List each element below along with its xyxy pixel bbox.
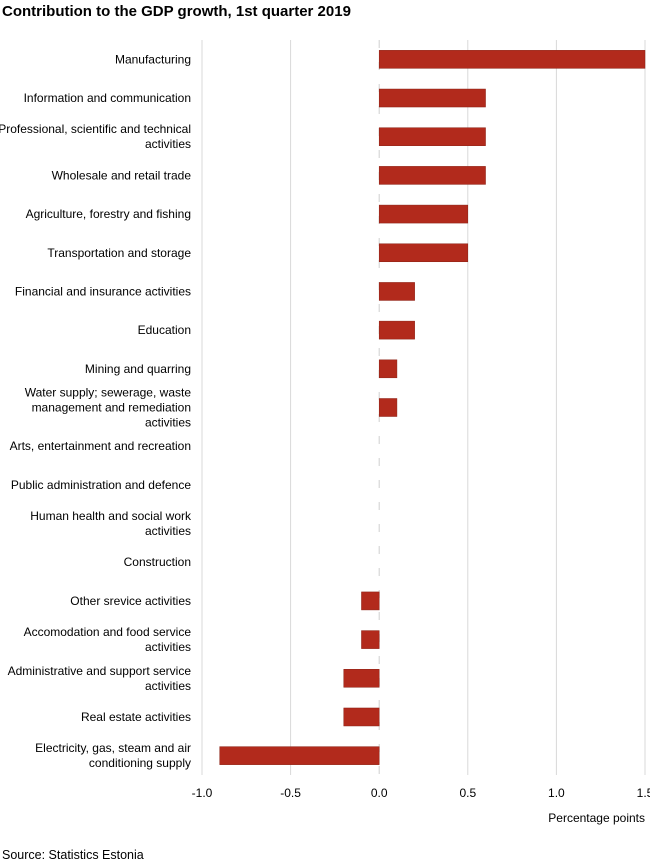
- category-label: conditioning supply: [89, 756, 191, 770]
- bar: [378, 282, 415, 301]
- category-label: Agriculture, forestry and fishing: [26, 207, 191, 221]
- category-label: Electricity, gas, steam and air: [35, 741, 191, 755]
- category-label: Public administration and defence: [11, 478, 191, 492]
- x-tick-label: -1.0: [192, 786, 213, 800]
- bar: [378, 50, 646, 69]
- category-label: Manufacturing: [115, 52, 191, 66]
- category-label: Administrative and support service: [8, 664, 192, 678]
- bar: [361, 630, 380, 649]
- x-tick-label: 1.5: [637, 786, 650, 800]
- category-label: Human health and social work: [30, 509, 192, 523]
- chart-title: Contribution to the GDP growth, 1st quar…: [2, 3, 351, 20]
- category-label: management and remediation: [32, 401, 191, 415]
- category-label: Financial and insurance activities: [15, 284, 191, 298]
- bar: [343, 669, 380, 688]
- bar: [378, 166, 486, 185]
- bar: [378, 398, 398, 417]
- bar: [378, 127, 486, 146]
- bar: [378, 243, 469, 263]
- x-axis-label: Percentage points: [548, 811, 645, 825]
- x-tick-labels: -1.0 -0.5 0.0 0.5 1.0 1.5: [192, 786, 650, 800]
- gridlines: [201, 40, 646, 775]
- category-label: Arts, entertainment and recreation: [10, 439, 191, 453]
- bar: [378, 88, 486, 108]
- bar: [361, 591, 380, 611]
- bar: [378, 204, 469, 224]
- category-label: Other srevice activities: [70, 594, 191, 608]
- bar: [378, 359, 398, 379]
- category-label: Water supply; sewerage, waste: [25, 386, 192, 400]
- category-label: Real estate activities: [81, 710, 191, 724]
- category-label: Information and communication: [24, 91, 191, 105]
- category-label: Education: [138, 323, 191, 337]
- x-tick-label: 0.5: [459, 786, 476, 800]
- category-label: activities: [145, 137, 191, 151]
- category-label: Professional, scientific and technical: [0, 122, 191, 136]
- source-note: Source: Statistics Estonia: [2, 848, 144, 862]
- category-label: activities: [145, 524, 191, 538]
- category-label: Wholesale and retail trade: [52, 168, 192, 182]
- bars: [219, 50, 646, 765]
- bar: [378, 320, 415, 340]
- bar: [343, 707, 380, 727]
- category-label: Transportation and storage: [47, 246, 191, 260]
- bar: [219, 746, 380, 765]
- category-label: Construction: [124, 555, 191, 569]
- category-label: Accomodation and food service: [24, 625, 192, 639]
- x-tick-label: 1.0: [548, 786, 565, 800]
- x-tick-label: -0.5: [280, 786, 301, 800]
- category-label: Mining and quarring: [85, 362, 191, 376]
- category-label: activities: [145, 679, 191, 693]
- category-label: activities: [145, 640, 191, 654]
- category-labels: Manufacturing Information and communicati…: [0, 52, 192, 770]
- category-label: activities: [145, 416, 191, 430]
- x-tick-label: 0.0: [371, 786, 388, 800]
